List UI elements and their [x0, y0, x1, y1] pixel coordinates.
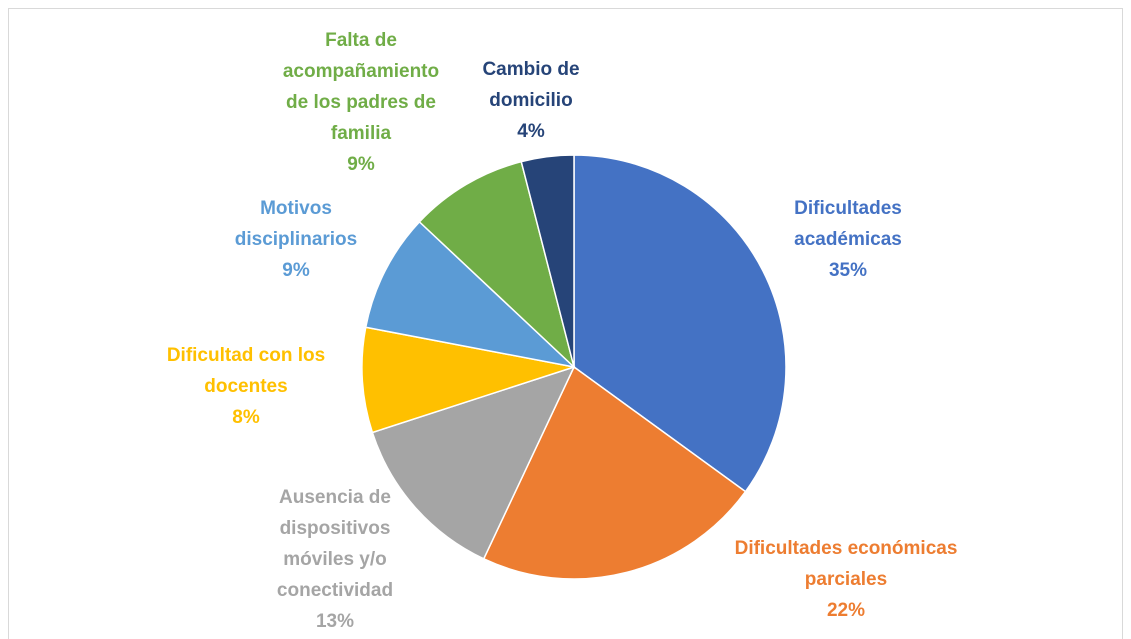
pie-slice	[520, 154, 575, 368]
pie-slice	[364, 220, 577, 369]
slice-value-label: 4%	[517, 121, 545, 142]
slice-value-label: 13%	[316, 611, 354, 632]
slice-label: Motivos disciplinarios	[235, 198, 357, 250]
slice-label: Ausencia de dispositivos móviles y/o conect…	[277, 487, 393, 601]
slice-value-label: 9%	[347, 154, 375, 175]
slice-label: Falta de acompañamiento de los padres de fa…	[283, 30, 439, 144]
pie-slice	[361, 326, 575, 434]
slice-label: Cambio de domicilio	[482, 59, 579, 111]
slice-value-label: 22%	[827, 600, 865, 621]
slice-label: Dificultades económicas parciales	[735, 538, 958, 590]
pie-slice	[418, 160, 576, 370]
slice-label: Dificultad con los docentes	[167, 345, 325, 397]
pie-slice	[573, 154, 787, 493]
slice-value-label: 35%	[829, 260, 867, 281]
slice-value-label: 9%	[282, 260, 310, 281]
pie-slice	[371, 365, 576, 560]
slice-value-label: 8%	[232, 407, 260, 428]
slice-label: Dificultades académicas	[794, 198, 902, 250]
